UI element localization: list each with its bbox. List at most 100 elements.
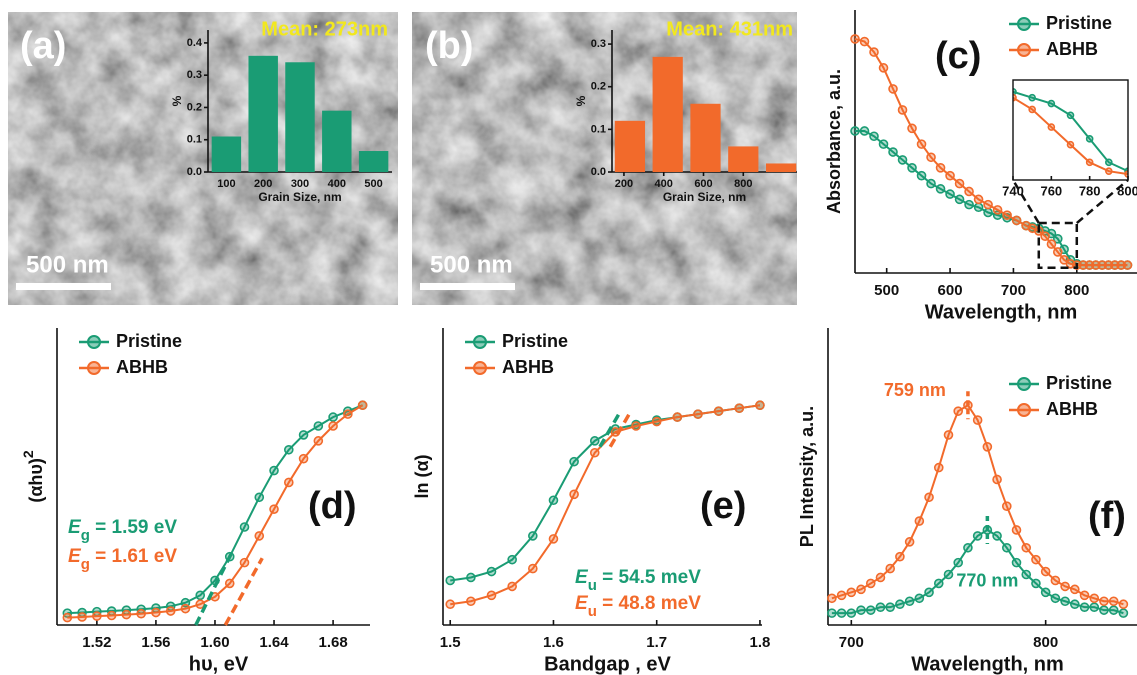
y-axis-label-sup: 2 — [20, 450, 36, 458]
legend-marker — [473, 361, 487, 375]
scale-bar-label: 500 nm — [430, 251, 513, 278]
y-tick-label: 0.2 — [187, 101, 202, 113]
x-tick-label: 1.52 — [82, 634, 111, 651]
data-point — [1001, 542, 1012, 553]
data-point — [943, 430, 954, 440]
data-point — [992, 474, 1002, 485]
data-point — [973, 202, 984, 213]
data-point — [1050, 593, 1061, 604]
data-point — [1066, 111, 1075, 120]
data-point — [445, 599, 456, 610]
data-point — [136, 608, 146, 619]
scale-bar — [16, 283, 111, 290]
data-point — [1079, 590, 1090, 601]
data-point — [1085, 158, 1094, 167]
data-point — [1013, 87, 1017, 96]
panel-label: (e) — [700, 485, 746, 527]
data-point — [343, 409, 353, 419]
series-line — [67, 404, 363, 615]
data-point — [298, 453, 309, 464]
data-point — [992, 531, 1002, 541]
data-point — [933, 462, 944, 473]
data-point — [121, 609, 132, 620]
data-point — [964, 186, 974, 197]
data-point — [1028, 93, 1036, 102]
bar — [248, 55, 278, 173]
x-tick-label: 800 — [734, 178, 752, 190]
x-tick-label: 300 — [291, 178, 309, 190]
data-point — [224, 578, 235, 589]
annotation: Eu = 54.5 meV — [575, 567, 701, 594]
data-point — [1108, 596, 1119, 607]
panel-label: (f) — [1088, 495, 1126, 537]
inset-plot — [1013, 87, 1128, 178]
annotation-symbol: E — [68, 546, 82, 567]
x-tick-label: 1.7 — [646, 634, 667, 651]
x-axis-label: Bandgap , eV — [544, 653, 671, 675]
data-point — [1060, 581, 1070, 592]
legend-label: ABHB — [116, 357, 168, 377]
data-point — [77, 612, 87, 622]
data-point — [953, 406, 964, 416]
annotation: Eu = 48.8 meV — [575, 593, 701, 620]
data-point — [328, 412, 338, 422]
data-point — [486, 566, 497, 577]
legend-label: Pristine — [502, 331, 568, 351]
data-point — [548, 495, 559, 506]
data-point — [954, 194, 965, 205]
data-point — [239, 522, 250, 532]
data-point — [895, 551, 905, 562]
data-point — [569, 489, 579, 500]
bar — [765, 163, 797, 172]
data-point — [907, 163, 917, 173]
data-point — [1089, 602, 1100, 612]
annotation-symbol: E — [575, 567, 589, 588]
data-point — [283, 444, 294, 455]
y-axis-label: (αhυ)2 — [20, 450, 46, 503]
series-line — [831, 403, 1124, 606]
annotation: Eg = 1.59 eV — [68, 517, 177, 544]
data-point — [827, 593, 837, 604]
data-point — [1124, 170, 1128, 178]
data-point — [869, 131, 879, 142]
data-point — [865, 578, 876, 589]
data-point — [1050, 575, 1061, 586]
data-point — [693, 409, 703, 419]
x-tick-label: 1.64 — [259, 634, 289, 651]
data-point — [914, 593, 925, 604]
data-point — [888, 147, 898, 157]
bar — [322, 110, 352, 172]
x-tick-label: 500 — [364, 178, 382, 190]
data-point — [1052, 247, 1063, 257]
data-point — [507, 581, 517, 592]
data-point — [466, 596, 476, 607]
legend-marker — [473, 335, 487, 349]
data-point — [254, 492, 265, 503]
bar — [211, 136, 242, 172]
data-point — [885, 563, 895, 574]
data-point — [856, 584, 866, 595]
data-point — [734, 403, 745, 413]
data-point — [916, 139, 927, 149]
data-point — [1066, 140, 1075, 149]
data-point — [904, 596, 915, 607]
data-point — [195, 590, 206, 601]
inset-title: Mean: 273nm — [261, 18, 388, 40]
fit-line — [223, 557, 264, 626]
data-point — [1099, 605, 1109, 615]
inset-x-tick-label: 780 — [1079, 183, 1101, 198]
x-tick-label: 1.5 — [440, 634, 461, 651]
data-point — [1070, 584, 1080, 595]
data-point — [313, 436, 324, 446]
data-point — [631, 421, 641, 431]
data-point — [357, 400, 368, 411]
y-tick-label: 0.1 — [187, 134, 202, 146]
x-axis-label: hυ, eV — [189, 653, 249, 675]
data-point — [964, 199, 974, 210]
data-point — [954, 178, 965, 189]
data-point — [1052, 234, 1063, 244]
data-point — [528, 531, 538, 541]
annotation-text: = 1.61 eV — [90, 546, 177, 567]
legend-marker — [1017, 43, 1031, 57]
